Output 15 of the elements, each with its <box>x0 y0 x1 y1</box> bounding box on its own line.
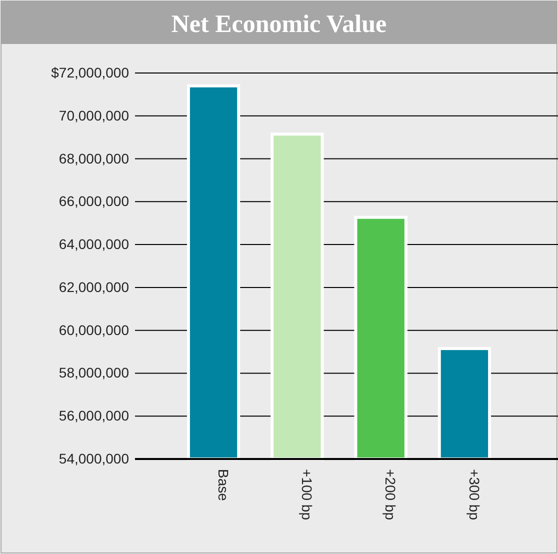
chart-title: Net Economic Value <box>171 11 387 38</box>
x-tick-label: +200 bp <box>382 469 399 520</box>
x-tick-label: +100 bp <box>299 469 316 520</box>
y-tick-label: 64,000,000 <box>58 236 130 252</box>
y-tick-label: $72,000,000 <box>51 64 130 80</box>
y-tick-label: 60,000,000 <box>58 322 130 338</box>
y-tick-label: 56,000,000 <box>58 408 130 424</box>
y-tick-label: 58,000,000 <box>58 364 130 381</box>
y-tick-label: 54,000,000 <box>58 450 130 466</box>
y-tick-label: 62,000,000 <box>58 278 130 295</box>
y-tick-label: 68,000,000 <box>58 150 130 166</box>
y-tick-label: 70,000,000 <box>58 107 130 124</box>
x-tick-label: +300 bp <box>466 469 482 520</box>
y-tick-label: 66,000,000 <box>58 193 130 210</box>
x-tick-label: Base <box>215 469 232 502</box>
